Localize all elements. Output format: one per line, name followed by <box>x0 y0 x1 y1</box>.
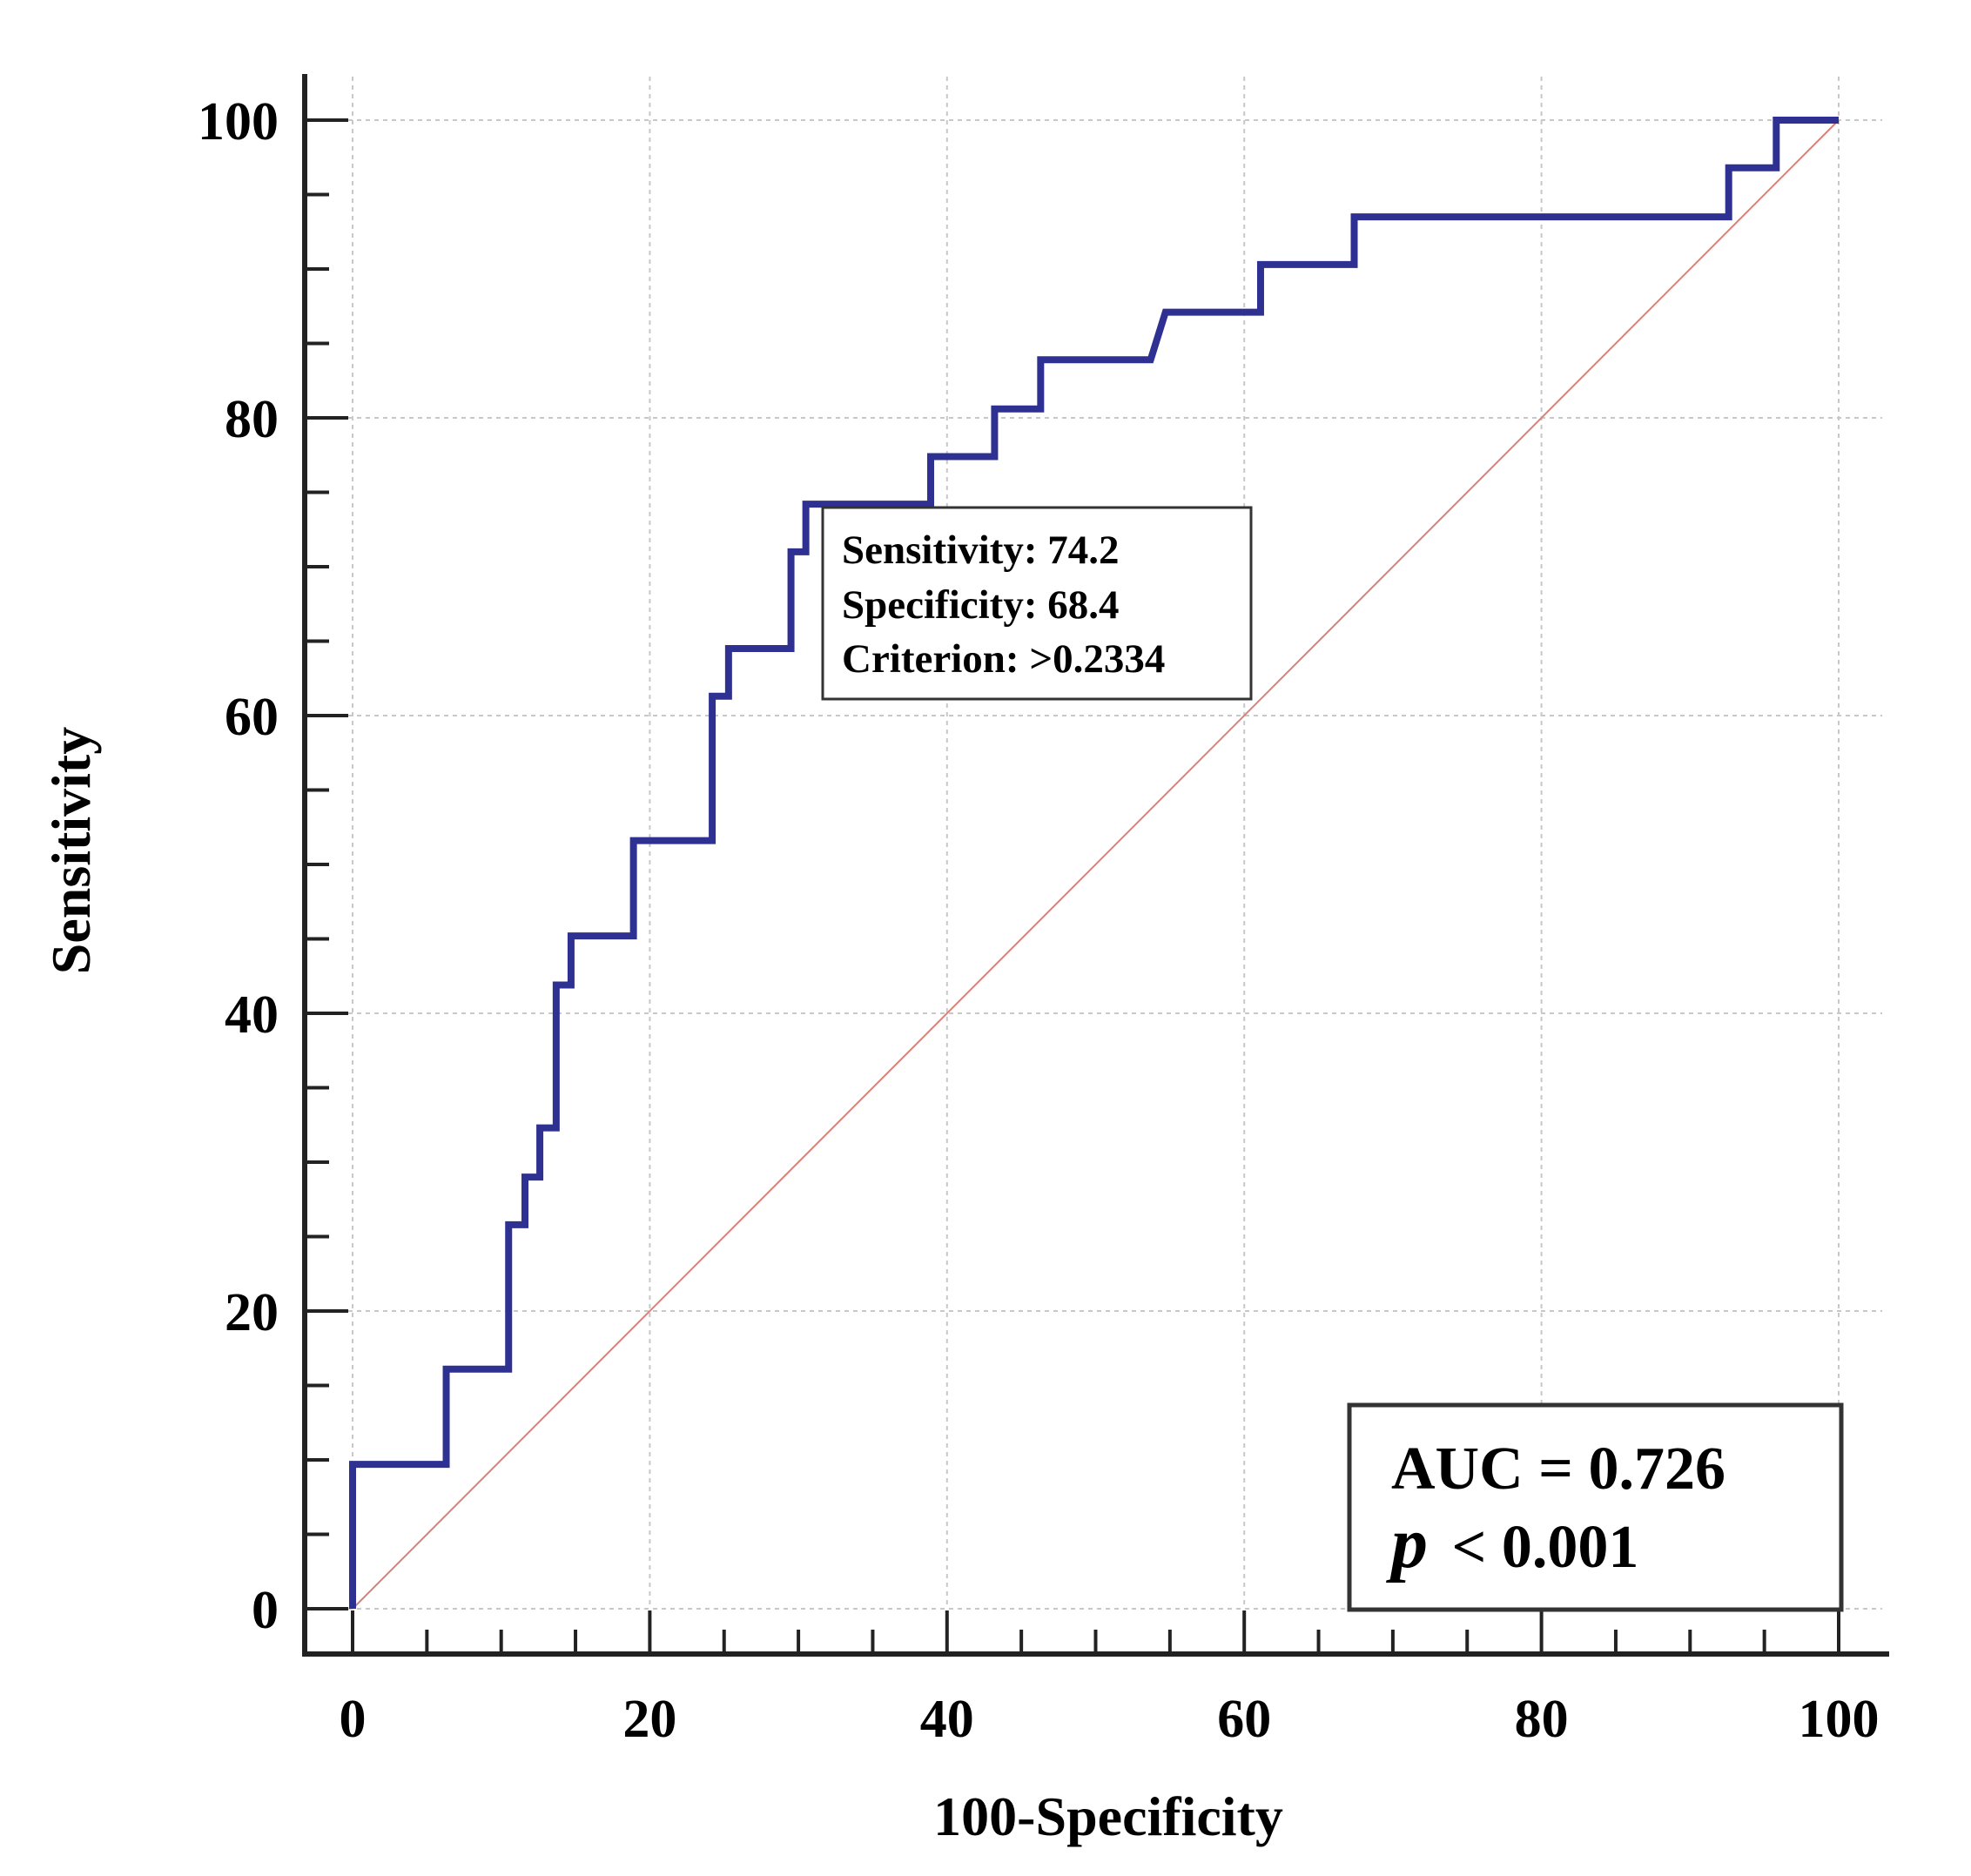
auc-value-text: AUC = 0.726 <box>1391 1436 1725 1503</box>
axis-ticks: 0 20 40 60 80 100 0 20 40 60 80 100 <box>198 92 1880 1749</box>
y-tick-label-100: 100 <box>198 92 279 151</box>
p-symbol: p <box>1386 1503 1428 1584</box>
x-tick-label-40: 40 <box>920 1690 974 1749</box>
reference-diagonal-line <box>352 119 1840 1610</box>
x-tick-label-100: 100 <box>1799 1690 1880 1749</box>
x-tick-label-20: 20 <box>622 1690 676 1749</box>
criterion-annotation-box: Sensitivity: 74.2 Specificity: 68.4 Crit… <box>821 506 1253 701</box>
auc-box-frame <box>1347 1402 1844 1612</box>
roc-curve-line <box>349 117 1839 1609</box>
y-axis-title: Sensitivity <box>40 727 102 974</box>
auc-annotation-box: AUC = 0.726 p < 0.001 <box>1347 1402 1844 1612</box>
p-value-text: p < 0.001 <box>1386 1503 1638 1584</box>
x-axis-title: 100-Specificity <box>933 1785 1283 1847</box>
x-tick-label-0: 0 <box>340 1690 367 1749</box>
y-tick-label-80: 80 <box>225 390 279 449</box>
p-value: < 0.001 <box>1452 1514 1639 1581</box>
criterion-specificity-text: Specificity: 68.4 <box>842 582 1120 628</box>
criterion-sensitivity-text: Sensitivity: 74.2 <box>842 528 1120 573</box>
y-tick-label-20: 20 <box>225 1283 279 1342</box>
y-tick-label-60: 60 <box>225 688 279 747</box>
grid-layer <box>305 77 1882 1610</box>
criterion-box-frame <box>821 506 1253 701</box>
criterion-value-text: Criterion: >0.2334 <box>842 636 1165 682</box>
y-tick-label-0: 0 <box>252 1581 279 1640</box>
y-tick-label-40: 40 <box>225 985 279 1045</box>
x-tick-label-80: 80 <box>1515 1690 1569 1749</box>
x-tick-label-60: 60 <box>1217 1690 1271 1749</box>
